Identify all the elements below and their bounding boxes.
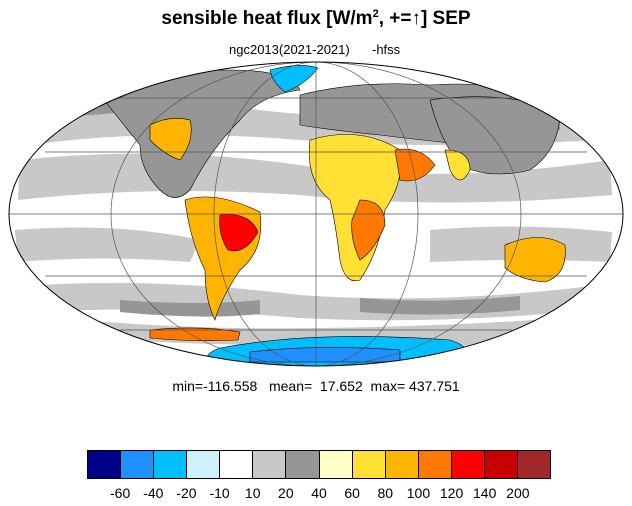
africa-hot [351, 199, 386, 261]
greenland [269, 65, 319, 93]
colorbar-tick-label: -10 [209, 485, 230, 501]
plot-title: sensible heat flux [W/m2, +=↑] SEP [161, 8, 471, 29]
colorbar-tick-label: -60 [110, 485, 131, 501]
north-america-heat [149, 118, 192, 161]
graticule [9, 62, 623, 366]
arabia [394, 148, 436, 182]
stats-summary: min=-116.558 mean= 17.652 max= 437.751 [172, 378, 460, 394]
subtitle-model: ngc2013(2021-2021) [229, 42, 350, 57]
colorbar-tick-label: -20 [176, 485, 197, 501]
subtitle-variable: -hfss [372, 42, 401, 57]
colorbar [87, 450, 551, 479]
colorbar-swatch [484, 451, 519, 478]
south-america-hot [219, 214, 259, 252]
continents [99, 65, 566, 366]
colorbar-tick-label: -40 [143, 485, 164, 501]
colorbar-tick-label: 120 [439, 485, 464, 501]
colorbar-tick-label: 10 [244, 485, 261, 501]
colorbar-swatch [518, 451, 551, 478]
colorbar-swatch [121, 451, 155, 478]
colorbar-swatch [88, 451, 122, 478]
southern-ocean-heat [149, 327, 241, 341]
colorbar-swatch [451, 451, 485, 478]
colorbar-swatch [385, 451, 419, 478]
colorbar-tick-label: 20 [278, 485, 294, 501]
colorbar-tick-label: 100 [406, 485, 431, 501]
globe-outline [8, 61, 624, 367]
antarctica-cold [249, 347, 401, 363]
colorbar-tick-label: 140 [473, 485, 497, 501]
colorbar-tick-label: 80 [377, 485, 394, 501]
colorbar-swatch [319, 451, 353, 478]
colorbar-swatch [418, 451, 452, 478]
colorbar-swatch [220, 451, 254, 478]
colorbar-swatch [286, 451, 320, 478]
colorbar-swatch [352, 451, 386, 478]
colorbar-swatch [154, 451, 188, 478]
colorbar-tick-label: 40 [311, 485, 327, 501]
colorbar-tick-label: 200 [506, 485, 530, 501]
colorbar-swatch [253, 451, 287, 478]
colorbar-tick-label: 60 [344, 485, 360, 501]
colorbar-swatch [187, 451, 221, 478]
